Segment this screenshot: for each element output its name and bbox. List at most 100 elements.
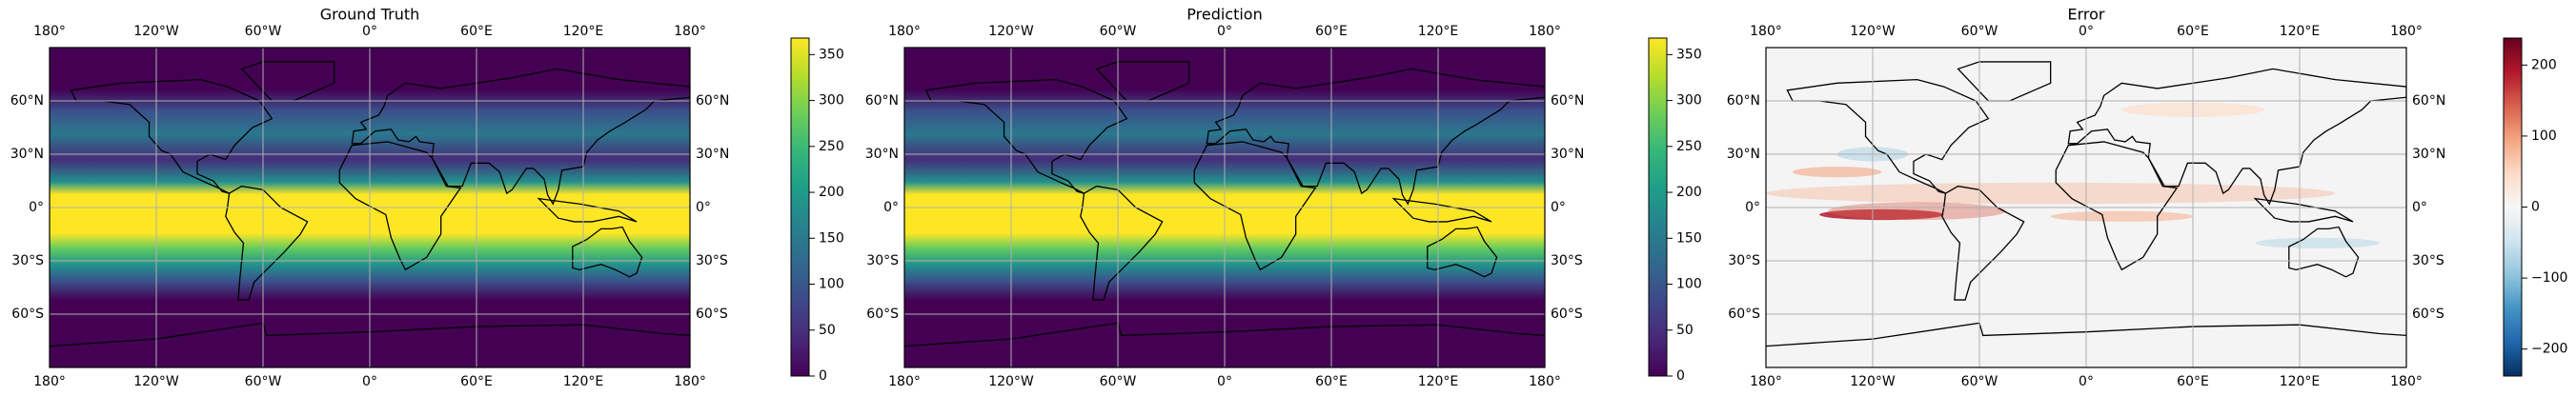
panel-title: Prediction	[1187, 6, 1262, 24]
lat-label: 60°S	[1728, 307, 1760, 322]
map-frame	[903, 47, 1546, 368]
colorbar-tick-label: 150	[1676, 230, 1702, 246]
colorbar-tick-label: 350	[819, 47, 844, 62]
lat-label: 0°	[1745, 200, 1760, 215]
lon-label: 180°	[1750, 374, 1782, 389]
lon-label: 60°W	[1100, 24, 1137, 39]
lon-label: 120°W	[1850, 374, 1896, 389]
lon-label: 120°E	[2280, 24, 2321, 39]
colorbar	[790, 37, 810, 377]
lat-label: 60°S	[2412, 307, 2444, 322]
lat-label: 0°	[2412, 200, 2427, 215]
lon-label: 120°W	[988, 24, 1034, 39]
lon-label: 180°	[1529, 24, 1561, 39]
lat-label: 60°S	[11, 307, 44, 322]
map	[1766, 48, 2406, 367]
lat-label: 60°N	[1551, 93, 1584, 109]
lat-label: 30°S	[2412, 253, 2444, 268]
lon-label: 0°	[362, 374, 377, 389]
lon-label: 180°	[2390, 24, 2423, 39]
lat-label: 60°S	[696, 307, 728, 322]
lon-label: 120°E	[563, 24, 604, 39]
lat-label: 60°S	[866, 307, 899, 322]
lon-label: 120°E	[1418, 374, 1459, 389]
lat-label: 30°S	[11, 253, 44, 268]
lon-label: 180°	[674, 374, 706, 389]
lon-label: 120°W	[133, 374, 179, 389]
lon-label: 120°E	[1418, 24, 1459, 39]
colorbar	[1648, 37, 1668, 377]
lon-label: 60°W	[245, 374, 282, 389]
lon-label: 180°	[888, 374, 921, 389]
map	[50, 48, 690, 367]
lon-label: 120°W	[988, 374, 1034, 389]
lon-label: 180°	[1750, 24, 1782, 39]
lat-label: 30°N	[10, 147, 44, 162]
lat-label: 60°N	[1727, 93, 1760, 109]
colorbar-tick-label: 100	[1676, 277, 1702, 292]
lat-label: 30°S	[866, 253, 899, 268]
lat-label: 30°N	[2412, 147, 2445, 162]
colorbar-tick-label: 250	[1676, 139, 1702, 154]
colorbar-tick-label: −200	[2531, 342, 2567, 357]
lat-label: 30°N	[696, 147, 729, 162]
lon-label: 120°E	[563, 374, 604, 389]
panel-title: Ground Truth	[320, 6, 420, 24]
panel-title: Error	[2068, 6, 2105, 24]
lat-label: 60°N	[2412, 93, 2445, 109]
colorbar	[2503, 37, 2523, 377]
lon-label: 180°	[1529, 374, 1561, 389]
colorbar-tick-label: 200	[1676, 185, 1702, 200]
map-frame	[1765, 47, 2407, 368]
lon-label: 0°	[2079, 374, 2094, 389]
lon-label: 180°	[33, 374, 66, 389]
lon-label: 60°E	[1315, 24, 1348, 39]
lon-label: 180°	[33, 24, 66, 39]
lon-label: 180°	[888, 24, 921, 39]
colorbar-tick-label: 350	[1676, 47, 1702, 62]
lat-label: 0°	[29, 200, 44, 215]
lon-label: 180°	[2390, 374, 2423, 389]
colorbar-tick-label: 0	[1676, 368, 1685, 384]
lon-label: 120°W	[1850, 24, 1896, 39]
lat-label: 60°N	[696, 93, 729, 109]
colorbar-tick-label: 250	[819, 139, 844, 154]
lon-label: 60°E	[1315, 374, 1348, 389]
lon-label: 60°W	[1961, 24, 1998, 39]
map	[904, 48, 1545, 367]
lat-label: 30°N	[865, 147, 899, 162]
lat-label: 0°	[1551, 200, 1566, 215]
lat-label: 0°	[883, 200, 899, 215]
lat-label: 30°S	[1728, 253, 1760, 268]
lon-label: 60°E	[2177, 374, 2209, 389]
colorbar-tick-label: 200	[819, 185, 844, 200]
lat-label: 30°S	[696, 253, 728, 268]
lon-label: 0°	[1217, 24, 1232, 39]
colorbar-tick-label: 100	[2531, 129, 2557, 144]
lon-label: 60°E	[2177, 24, 2209, 39]
lon-label: 180°	[674, 24, 706, 39]
colorbar-tick-label: 100	[819, 277, 844, 292]
colorbar-tick-label: 0	[2531, 200, 2540, 215]
colorbar-tick-label: −100	[2531, 270, 2567, 286]
lon-label: 0°	[2079, 24, 2094, 39]
colorbar-tick-label: 50	[819, 323, 836, 338]
lat-label: 30°N	[1551, 147, 1584, 162]
lon-label: 0°	[362, 24, 377, 39]
lat-label: 60°N	[10, 93, 44, 109]
lon-label: 60°W	[245, 24, 282, 39]
colorbar-tick-label: 150	[819, 230, 844, 246]
lon-label: 120°E	[2280, 374, 2321, 389]
lon-label: 60°E	[460, 24, 493, 39]
lon-label: 0°	[1217, 374, 1232, 389]
colorbar-tick-label: 0	[819, 368, 827, 384]
lon-label: 60°E	[460, 374, 493, 389]
lon-label: 60°W	[1100, 374, 1137, 389]
lat-label: 30°N	[1727, 147, 1760, 162]
colorbar-tick-label: 300	[1676, 93, 1702, 109]
colorbar-tick-label: 300	[819, 93, 844, 109]
lon-label: 120°W	[133, 24, 179, 39]
lat-label: 30°S	[1551, 253, 1583, 268]
lat-label: 60°N	[865, 93, 899, 109]
